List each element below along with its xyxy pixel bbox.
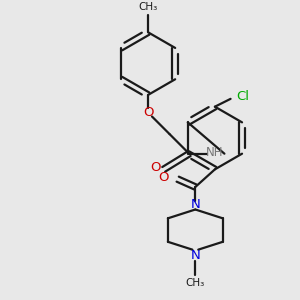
Text: NH: NH — [206, 146, 224, 159]
Text: O: O — [151, 161, 161, 174]
Text: O: O — [159, 171, 169, 184]
Text: N: N — [190, 198, 200, 211]
Text: O: O — [143, 106, 153, 119]
Text: Cl: Cl — [236, 90, 249, 104]
Text: CH₃: CH₃ — [138, 2, 158, 12]
Text: N: N — [190, 249, 200, 262]
Text: CH₃: CH₃ — [186, 278, 205, 288]
